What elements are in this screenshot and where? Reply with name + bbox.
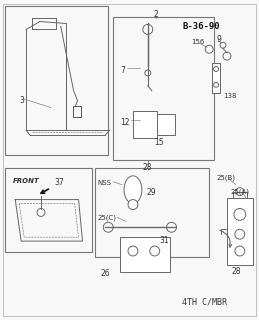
Circle shape <box>220 42 226 48</box>
Ellipse shape <box>124 176 142 204</box>
Text: NSS: NSS <box>97 180 111 186</box>
Bar <box>157 114 175 135</box>
Circle shape <box>150 246 160 256</box>
Circle shape <box>234 208 246 220</box>
Text: 26: 26 <box>100 269 110 278</box>
Text: 12: 12 <box>120 118 130 127</box>
Text: 25(A): 25(A) <box>231 189 250 195</box>
Text: 15: 15 <box>154 138 163 147</box>
Bar <box>227 197 253 265</box>
Text: 138: 138 <box>223 93 236 99</box>
Circle shape <box>145 70 151 76</box>
Circle shape <box>167 222 176 232</box>
Bar <box>212 63 220 93</box>
Circle shape <box>103 222 113 232</box>
Text: FRONT: FRONT <box>13 178 40 184</box>
Text: 156: 156 <box>191 39 205 45</box>
Text: 31: 31 <box>160 236 169 245</box>
Bar <box>133 110 157 138</box>
Circle shape <box>236 188 244 196</box>
Text: 3: 3 <box>19 96 24 105</box>
Circle shape <box>205 45 213 53</box>
Circle shape <box>128 246 138 256</box>
Text: 28: 28 <box>231 267 241 276</box>
Bar <box>120 237 170 272</box>
Circle shape <box>235 246 245 256</box>
Bar <box>113 17 214 160</box>
Circle shape <box>214 82 219 87</box>
Circle shape <box>37 208 45 216</box>
Circle shape <box>235 229 245 239</box>
Text: 9: 9 <box>216 35 221 44</box>
Bar <box>5 168 92 252</box>
Text: 29: 29 <box>147 188 156 197</box>
Text: 25(C): 25(C) <box>97 214 116 221</box>
Text: 4TH C/MBR: 4TH C/MBR <box>182 297 227 307</box>
Text: 25(B): 25(B) <box>216 175 235 181</box>
Text: 28: 28 <box>143 163 152 172</box>
Text: B-36-90: B-36-90 <box>182 21 220 30</box>
Circle shape <box>128 200 138 210</box>
Circle shape <box>143 24 153 34</box>
Text: 37: 37 <box>55 178 64 187</box>
Text: 2: 2 <box>153 10 158 19</box>
Bar <box>73 106 81 117</box>
Bar <box>95 168 209 257</box>
Circle shape <box>223 52 231 60</box>
Circle shape <box>214 67 219 71</box>
Bar <box>5 6 108 155</box>
Text: 7: 7 <box>120 66 125 75</box>
